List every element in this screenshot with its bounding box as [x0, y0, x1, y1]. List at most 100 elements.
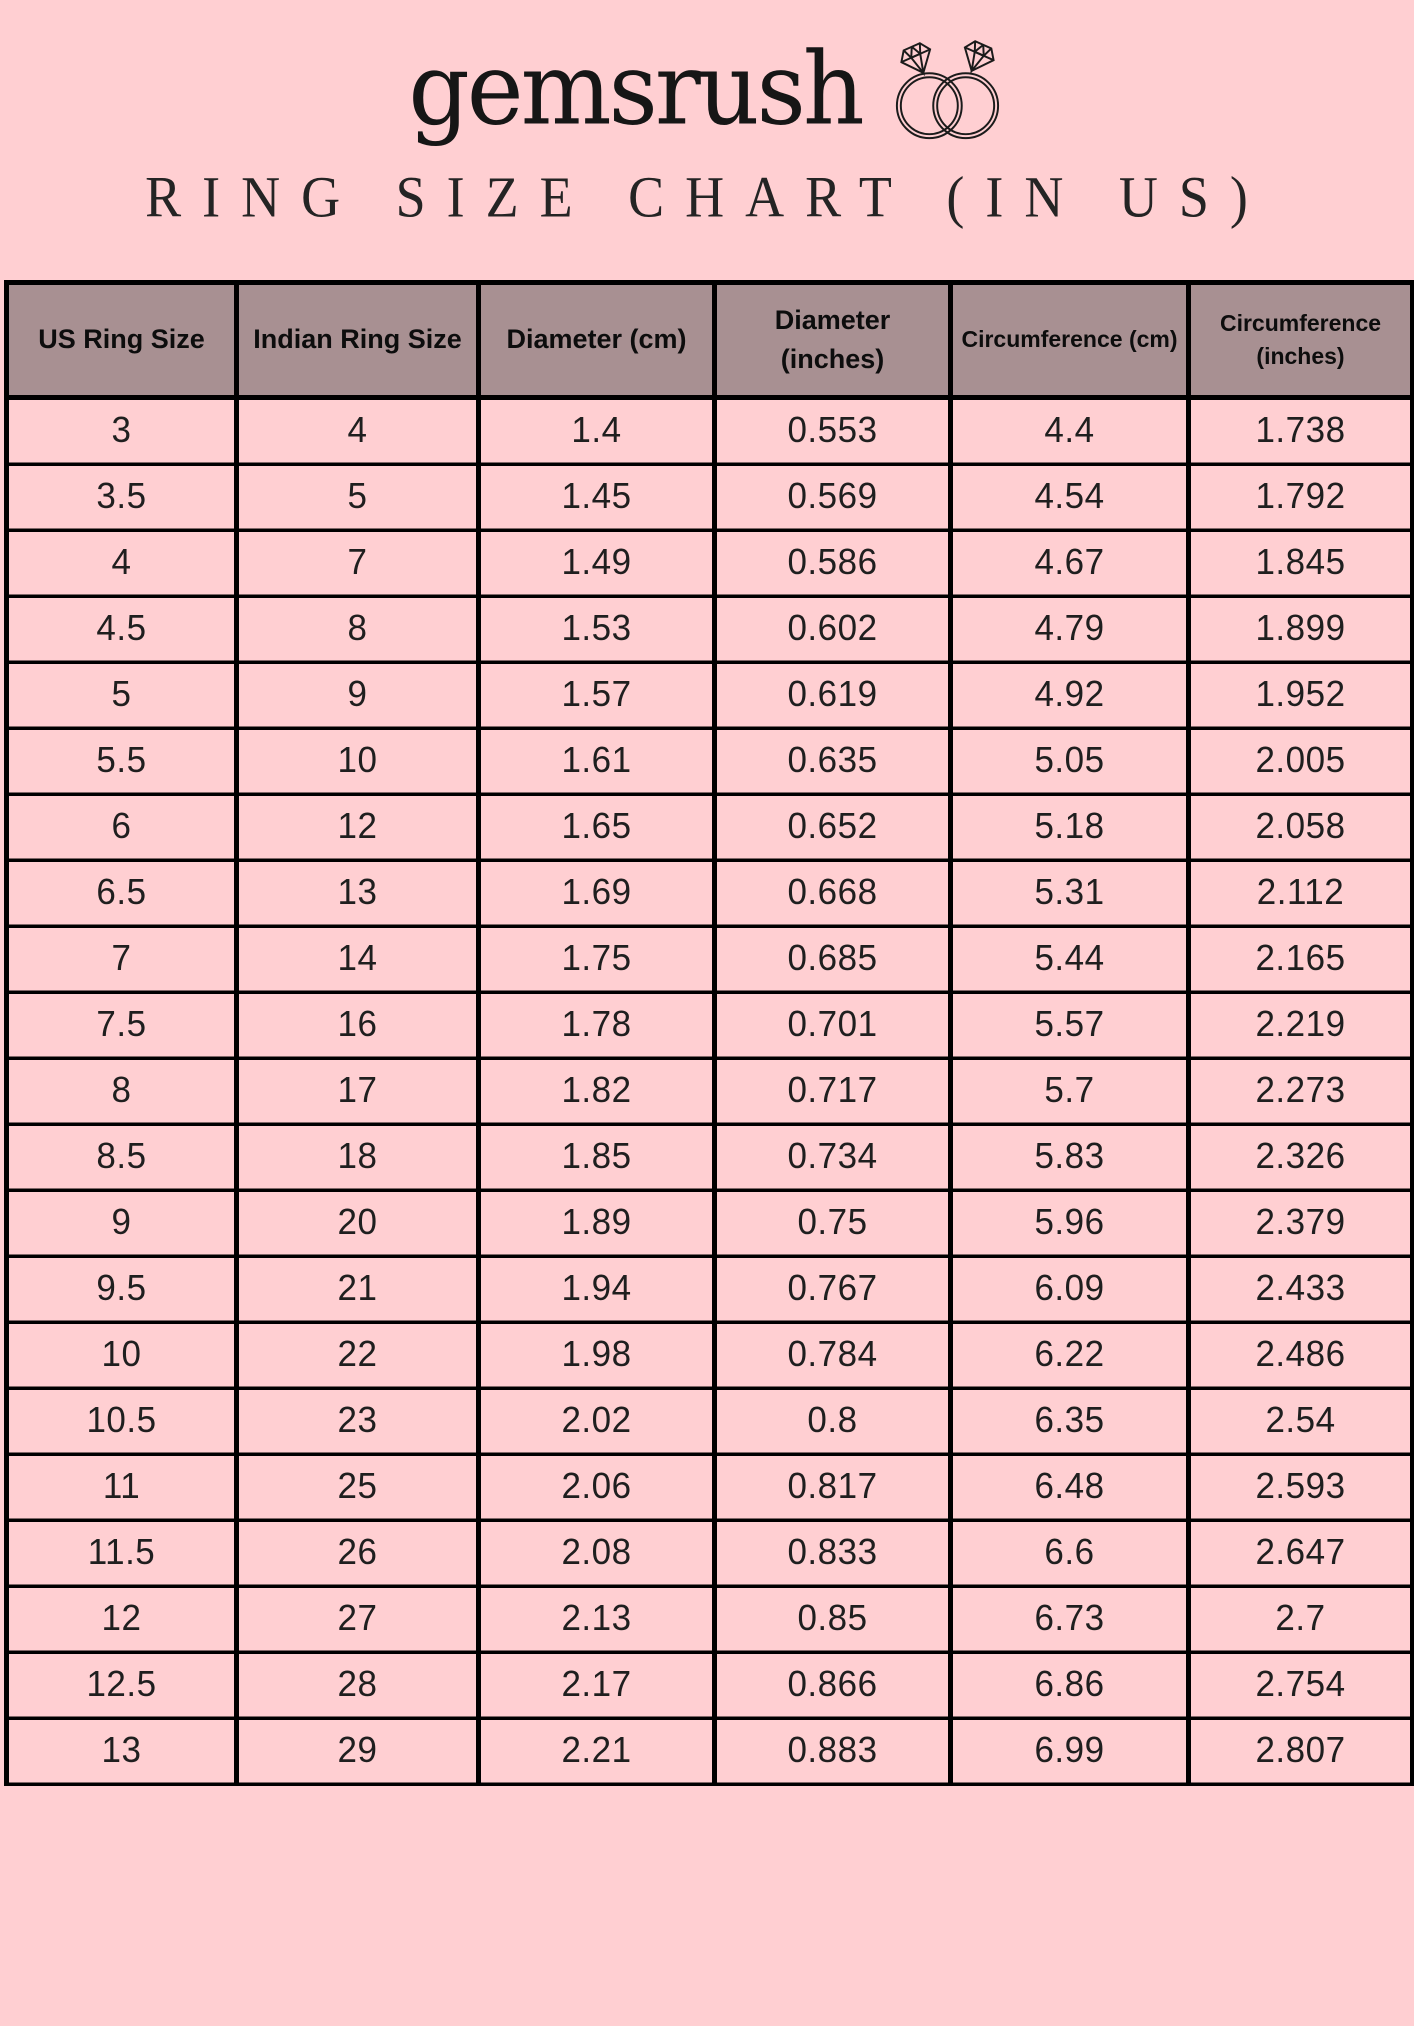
- table-cell: 4.4: [948, 394, 1191, 467]
- table-cell: 12.5: [4, 1648, 239, 1721]
- table-cell: 2.379: [1186, 1186, 1414, 1259]
- table-cell: 0.8: [712, 1384, 953, 1457]
- table-cell: 2.593: [1186, 1450, 1414, 1523]
- table-row: 13 29 2.21 0.883 6.99 2.807: [4, 1714, 1414, 1787]
- table-cell: 7: [234, 526, 481, 599]
- table-cell: 6: [4, 790, 239, 863]
- table-cell: 6.86: [948, 1648, 1191, 1721]
- table-cell: 5.5: [4, 724, 239, 797]
- ring-size-table: US Ring Size Indian Ring Size Diameter (cm…: [4, 280, 1414, 1787]
- table-row: 11 25 2.06 0.817 6.48 2.593: [4, 1450, 1414, 1523]
- table-row: 12.5 28 2.17 0.866 6.86 2.754: [4, 1648, 1414, 1721]
- column-header: Circumference (inches): [1186, 280, 1414, 400]
- column-header: Circumference (cm): [948, 280, 1191, 400]
- table-cell: 1.98: [476, 1318, 717, 1391]
- brand-header: gemsrush: [0, 26, 1414, 230]
- table-row: 10.5 23 2.02 0.8 6.35 2.54: [4, 1384, 1414, 1457]
- table-cell: 9.5: [4, 1252, 239, 1325]
- table-cell: 0.717: [712, 1054, 953, 1127]
- table-cell: 21: [234, 1252, 481, 1325]
- table-cell: 10: [234, 724, 481, 797]
- table-row: 11.5 26 2.08 0.833 6.6 2.647: [4, 1516, 1414, 1589]
- table-cell: 5.57: [948, 988, 1191, 1061]
- table-cell: 2.058: [1186, 790, 1414, 863]
- table-cell: 8.5: [4, 1120, 239, 1193]
- table-cell: 6.6: [948, 1516, 1191, 1589]
- table-row: 7.5 16 1.78 0.701 5.57 2.219: [4, 988, 1414, 1061]
- table-cell: 0.734: [712, 1120, 953, 1193]
- table-cell: 1.78: [476, 988, 717, 1061]
- table-cell: 1.49: [476, 526, 717, 599]
- table-cell: 0.85: [712, 1582, 953, 1655]
- table-cell: 0.602: [712, 592, 953, 665]
- table-cell: 5.31: [948, 856, 1191, 929]
- table-cell: 18: [234, 1120, 481, 1193]
- table-cell: 2.17: [476, 1648, 717, 1721]
- table-cell: 11: [4, 1450, 239, 1523]
- table-cell: 13: [234, 856, 481, 929]
- table-cell: 3.5: [4, 460, 239, 533]
- table-cell: 2.433: [1186, 1252, 1414, 1325]
- table-cell: 2.273: [1186, 1054, 1414, 1127]
- page-title: RING SIZE CHART (IN US): [145, 164, 1269, 230]
- table-cell: 0.635: [712, 724, 953, 797]
- table-row: 4.5 8 1.53 0.602 4.79 1.899: [4, 592, 1414, 665]
- table-cell: 6.5: [4, 856, 239, 929]
- table-cell: 5.18: [948, 790, 1191, 863]
- table-cell: 2.486: [1186, 1318, 1414, 1391]
- table-cell: 0.784: [712, 1318, 953, 1391]
- brand-logo: gemsrush: [408, 30, 864, 148]
- table-cell: 2.7: [1186, 1582, 1414, 1655]
- table-cell: 3: [4, 394, 239, 467]
- table-cell: 2.06: [476, 1450, 717, 1523]
- table-cell: 2.21: [476, 1714, 717, 1787]
- table-row: 6 12 1.65 0.652 5.18 2.058: [4, 790, 1414, 863]
- table-cell: 26: [234, 1516, 481, 1589]
- table-cell: 25: [234, 1450, 481, 1523]
- table-cell: 9: [234, 658, 481, 731]
- table-cell: 0.586: [712, 526, 953, 599]
- table-cell: 0.553: [712, 394, 953, 467]
- table-cell: 2.647: [1186, 1516, 1414, 1589]
- table-cell: 5.44: [948, 922, 1191, 995]
- table-cell: 1.89: [476, 1186, 717, 1259]
- table-cell: 2.165: [1186, 922, 1414, 995]
- table-cell: 2.13: [476, 1582, 717, 1655]
- table-cell: 4: [4, 526, 239, 599]
- table-cell: 6.09: [948, 1252, 1191, 1325]
- table-cell: 0.833: [712, 1516, 953, 1589]
- table-cell: 8: [4, 1054, 239, 1127]
- column-header: Diameter (inches): [712, 280, 953, 400]
- table-cell: 5.96: [948, 1186, 1191, 1259]
- table-row: 12 27 2.13 0.85 6.73 2.7: [4, 1582, 1414, 1655]
- table-cell: 5.05: [948, 724, 1191, 797]
- table-cell: 5: [234, 460, 481, 533]
- table-cell: 0.685: [712, 922, 953, 995]
- table-cell: 13: [4, 1714, 239, 1787]
- table-cell: 22: [234, 1318, 481, 1391]
- table-cell: 1.61: [476, 724, 717, 797]
- table-cell: 10.5: [4, 1384, 239, 1457]
- table-cell: 1.85: [476, 1120, 717, 1193]
- table-cell: 0.619: [712, 658, 953, 731]
- table-cell: 0.75: [712, 1186, 953, 1259]
- table-body: 3 4 1.4 0.553 4.4 1.738 3.5 5 1.45 0.569 4.54 1.792…: [4, 394, 1414, 1787]
- table-cell: 0.767: [712, 1252, 953, 1325]
- table-row: 6.5 13 1.69 0.668 5.31 2.112: [4, 856, 1414, 929]
- table-row: 5 9 1.57 0.619 4.92 1.952: [4, 658, 1414, 731]
- table-cell: 1.53: [476, 592, 717, 665]
- table-cell: 4: [234, 394, 481, 467]
- table-cell: 1.82: [476, 1054, 717, 1127]
- table-cell: 4.92: [948, 658, 1191, 731]
- table-cell: 5: [4, 658, 239, 731]
- table-cell: 12: [234, 790, 481, 863]
- diamond-rings-icon: [888, 33, 1006, 145]
- table-row: 9.5 21 1.94 0.767 6.09 2.433: [4, 1252, 1414, 1325]
- table-cell: 12: [4, 1582, 239, 1655]
- table-row: 8 17 1.82 0.717 5.7 2.273: [4, 1054, 1414, 1127]
- table-cell: 23: [234, 1384, 481, 1457]
- column-header: Diameter (cm): [476, 280, 717, 400]
- table-cell: 16: [234, 988, 481, 1061]
- table-cell: 10: [4, 1318, 239, 1391]
- table-cell: 0.701: [712, 988, 953, 1061]
